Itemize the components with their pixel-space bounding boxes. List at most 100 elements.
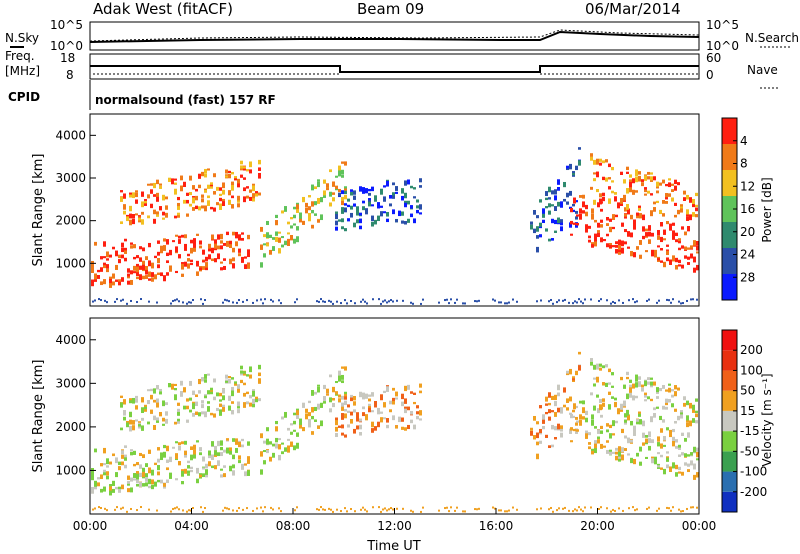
- velocity-cbar-label-7: -200: [740, 485, 767, 499]
- velocity-xtick-label-3: 12:00: [377, 519, 412, 533]
- power-cbar-swatch-6: [722, 118, 737, 144]
- power-panel: 1000 2000 3000 4000 Slant Range [km] 4 8 12 16…: [31, 113, 774, 307]
- power-ytick-label-2: 3000: [55, 171, 86, 185]
- velocity-cbar-swatch-1: [722, 471, 737, 492]
- noise-left-tick-top: 10^5: [50, 18, 83, 32]
- power-cbar-swatch-1: [722, 248, 737, 274]
- noise-left-tick-bottom: 10^0: [50, 39, 83, 53]
- velocity-cbar-label-5: -50: [740, 444, 760, 458]
- velocity-xtick-label-6: 00:00: [682, 519, 717, 533]
- freq-label-line2: [MHz]: [5, 64, 40, 78]
- noise-search-label: N.Search: [745, 31, 799, 45]
- velocity-cbar-label-4: -15: [740, 424, 760, 438]
- velocity-xtick-label-0: 00:00: [73, 519, 108, 533]
- power-cbar-swatch-0: [722, 274, 737, 300]
- velocity-echo-region-5: [570, 400, 699, 480]
- freq-label-line1: Freq.: [5, 49, 35, 63]
- power-cbar-label-4: 20: [740, 225, 755, 239]
- cpid-label: CPID: [8, 90, 40, 104]
- freq-tick-bottom: 8: [66, 68, 74, 82]
- velocity-cbar-label-0: 200: [740, 343, 763, 357]
- power-cbar-label-3: 16: [740, 202, 755, 216]
- power-colorbar: 4 8 12 16 20 24 28: [721, 117, 755, 301]
- velocity-xtick-label-1: 04:00: [174, 519, 209, 533]
- velocity-cbar-swatch-0: [722, 491, 737, 512]
- power-cbar-swatch-4: [722, 170, 737, 196]
- power-ytick-label-3: 4000: [55, 128, 86, 142]
- power-echo-region-3: [335, 178, 422, 232]
- power-cbar-swatch-5: [722, 144, 737, 170]
- noise-search-trace: [89, 29, 700, 42]
- power-cbar-swatch-2: [722, 222, 737, 248]
- velocity-echo-region-4: [530, 351, 581, 460]
- velocity-cbar-swatch-6: [722, 370, 737, 391]
- freq-trace: [90, 65, 699, 73]
- power-colorbar-label: Power [dB]: [760, 177, 774, 242]
- date-label: 06/Mar/2014: [585, 0, 681, 18]
- station-title: Adak West (fitACF): [93, 0, 233, 18]
- velocity-cbar-swatch-5: [722, 390, 737, 411]
- velocity-xtick-label-5: 20:00: [580, 519, 615, 533]
- power-cbar-swatch-3: [722, 196, 737, 222]
- noise-panel-frame: [89, 21, 700, 51]
- power-near-range-band: [92, 298, 698, 305]
- power-cbar-label-1: 8: [740, 157, 748, 171]
- noise-sky-label: N.Sky: [5, 31, 39, 45]
- velocity-ytick-label-0: 1000: [55, 463, 86, 477]
- velocity-y-axis-label: Slant Range [km]: [31, 360, 46, 473]
- power-ytick-label-1: 2000: [55, 214, 86, 228]
- power-y-axis: 1000 2000 3000 4000: [55, 128, 96, 270]
- power-cbar-label-2: 12: [740, 179, 755, 193]
- velocity-cbar-swatch-2: [722, 451, 737, 472]
- velocity-cbar-label-1: 100: [740, 363, 763, 377]
- velocity-echo-region-1: [120, 364, 261, 432]
- cpid-value: normalsound (fast) 157 RF: [95, 93, 276, 107]
- power-y-axis-label: Slant Range [km]: [31, 154, 46, 267]
- power-echo-region-1: [120, 159, 261, 226]
- velocity-echo-region-3: [335, 383, 422, 438]
- noise-right-tick-bottom: 10^0: [706, 39, 739, 53]
- velocity-cbar-label-6: -100: [740, 465, 767, 479]
- power-cbar-label-5: 24: [740, 248, 755, 262]
- velocity-ytick-label-2: 3000: [55, 376, 86, 390]
- velocity-ytick-label-1: 2000: [55, 420, 86, 434]
- velocity-ytick-label-3: 4000: [55, 333, 86, 347]
- power-plot-frame: [89, 113, 700, 307]
- velocity-cbar-frame: [721, 329, 738, 513]
- velocity-echo-region-6: [590, 358, 698, 428]
- velocity-x-axis: 00:00 04:00 08:00 12:00 16:00 20:00 00:00: [73, 508, 717, 533]
- noise-right-tick-top: 10^5: [706, 18, 739, 32]
- power-echo-region-5: [570, 194, 699, 273]
- power-cbar-label-0: 4: [740, 134, 748, 148]
- velocity-heatmap-marks: [91, 351, 699, 513]
- velocity-colorbar-label: Velocity [m s⁻¹]: [760, 373, 774, 466]
- nave-tick-top: 60: [706, 51, 721, 65]
- power-ytick-label-0: 1000: [55, 256, 86, 270]
- velocity-x-axis-label: Time UT: [366, 539, 420, 554]
- power-echo-region-6: [590, 153, 698, 221]
- velocity-echo-region-0: [91, 438, 250, 496]
- power-echo-region-0: [91, 231, 250, 288]
- power-echo-region-4: [530, 147, 581, 253]
- velocity-panel: 1000 2000 3000 4000 00:00 04:00 08:00 12:00 16:…: [31, 317, 774, 554]
- velocity-cbar-label-2: 50: [740, 384, 755, 398]
- velocity-cbar-swatch-3: [722, 431, 737, 452]
- freq-tick-top: 18: [60, 51, 75, 65]
- power-heatmap-marks: [91, 147, 699, 305]
- nave-label: Nave: [747, 63, 778, 77]
- velocity-xtick-label-4: 16:00: [479, 519, 514, 533]
- velocity-cbar-swatch-7: [722, 350, 737, 371]
- velocity-echo-region-2: [260, 366, 347, 475]
- velocity-cbar-swatch-4: [722, 410, 737, 432]
- nave-tick-bottom: 0: [706, 68, 714, 82]
- beam-label: Beam 09: [357, 0, 424, 18]
- velocity-cbar-label-3: 15: [740, 404, 755, 418]
- velocity-colorbar: 200 100 50 15 -15 -50 -100 -200: [721, 329, 767, 513]
- noise-sky-trace: [89, 30, 700, 43]
- velocity-xtick-label-2: 08:00: [276, 519, 311, 533]
- velocity-near-range-band: [92, 506, 698, 513]
- power-cbar-label-6: 28: [740, 270, 755, 284]
- velocity-cbar-swatch-8: [722, 330, 737, 351]
- velocity-y-axis: 1000 2000 3000 4000: [55, 333, 96, 477]
